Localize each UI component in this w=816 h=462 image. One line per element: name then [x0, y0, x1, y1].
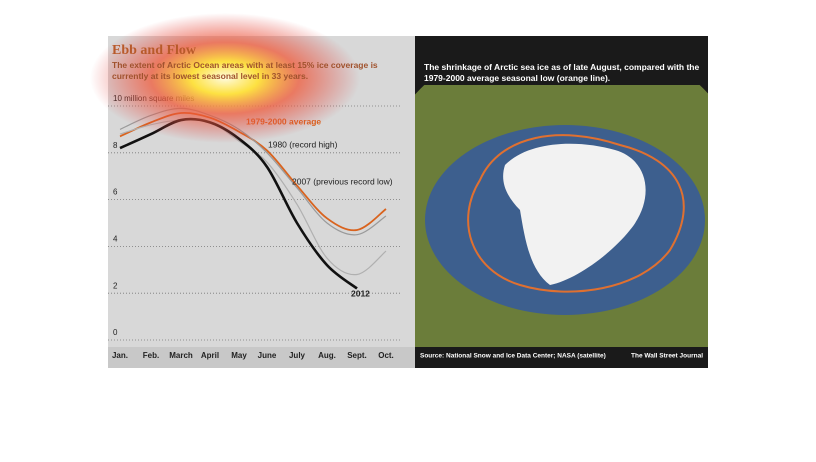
sea-ice	[503, 143, 646, 285]
x-tick-label: July	[289, 351, 306, 360]
y-tick-label: 4	[113, 235, 118, 244]
globe	[415, 85, 708, 347]
map-credit: The Wall Street Journal	[631, 353, 703, 360]
series-label: 2012	[351, 288, 370, 298]
x-tick-label: June	[258, 351, 277, 360]
x-tick-label: March	[169, 351, 193, 360]
y-tick-label: 6	[113, 188, 118, 197]
x-tick-label: May	[231, 351, 247, 360]
y-tick-label: 2	[113, 281, 118, 290]
chart-subtitle: The extent of Arctic Ocean areas with at…	[112, 60, 378, 81]
average-low-outline	[467, 134, 685, 293]
chart-title: Ebb and Flow	[112, 43, 197, 58]
caption-box: The shrinkage of Arctic sea ice as of la…	[424, 62, 700, 83]
subtitle-box: The extent of Arctic Ocean areas with at…	[112, 60, 378, 81]
x-tick-label: Sept.	[347, 351, 367, 360]
map-panel: The shrinkage of Arctic sea ice as of la…	[415, 36, 708, 368]
glare-overlay	[90, 13, 360, 143]
y-tick-label: 0	[113, 328, 118, 337]
x-tick-label: Aug.	[318, 351, 336, 360]
map-caption: The shrinkage of Arctic sea ice as of la…	[424, 62, 700, 83]
x-axis-band	[108, 347, 415, 368]
x-tick-label: Feb.	[143, 351, 159, 360]
series-label: 2007 (previous record low)	[292, 176, 393, 186]
y-tick-label: 8	[113, 141, 118, 150]
series-label: 1980 (record high)	[268, 139, 338, 149]
map-source: Source: National Snow and Ice Data Cente…	[420, 353, 606, 360]
x-tick-label: Oct.	[378, 351, 394, 360]
x-tick-label: April	[201, 351, 219, 360]
x-tick-label: Jan.	[112, 351, 128, 360]
